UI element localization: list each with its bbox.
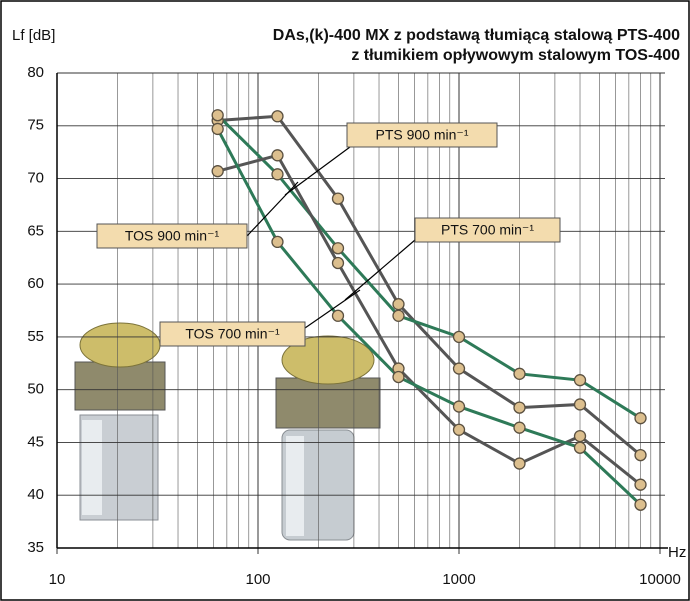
callout-box	[96, 223, 248, 249]
marker	[211, 109, 224, 122]
y-tick-label: 60	[27, 275, 44, 292]
marker	[271, 149, 284, 162]
marker	[211, 165, 224, 178]
marker	[452, 362, 466, 375]
marker	[634, 498, 647, 511]
series-line	[217, 114, 642, 457]
marker	[211, 122, 224, 136]
x-axis-label: Hz	[668, 544, 686, 561]
x-tick-label: 100	[245, 571, 270, 588]
marker	[573, 441, 587, 454]
legend-label: PTS 700 min⁻¹	[441, 222, 534, 238]
marker	[513, 367, 526, 380]
callout-box	[346, 122, 498, 148]
legend-label: TOS 700 min⁻¹	[185, 326, 280, 342]
callout-leader	[246, 181, 299, 237]
marker	[452, 400, 466, 413]
marker	[634, 412, 647, 425]
marker	[331, 256, 345, 270]
y-tick-label: 80	[27, 64, 44, 81]
marker	[392, 298, 405, 311]
marker	[331, 192, 345, 205]
marker	[573, 429, 587, 443]
y-tick-label: 65	[27, 222, 44, 239]
marker	[271, 235, 284, 249]
photos	[74, 322, 381, 541]
marker	[271, 110, 284, 123]
callout-box	[414, 217, 561, 243]
marker	[392, 370, 405, 384]
legend-label: TOS 900 min⁻¹	[125, 228, 220, 244]
marker	[392, 309, 405, 322]
y-tick-label: 35	[27, 539, 44, 556]
y-tick-label: 55	[27, 328, 44, 345]
callout-leader	[284, 146, 351, 196]
y-tick-label: 70	[27, 170, 44, 187]
callout-leader	[304, 289, 361, 329]
chart-title: DAs,(k)-400 MX z podstawą tłumiącą stalo…	[273, 27, 680, 44]
x-tick-label: 1000	[442, 571, 475, 588]
marker	[573, 374, 587, 387]
callout-box	[159, 321, 306, 347]
series-line	[216, 128, 642, 506]
legend-label: PTS 900 min⁻¹	[376, 127, 469, 143]
y-tick-label: 40	[27, 486, 44, 503]
x-tick-label: 10000	[639, 571, 681, 588]
marker	[513, 401, 526, 414]
marker	[573, 398, 587, 411]
marker	[513, 421, 526, 434]
series-line	[216, 114, 642, 420]
y-axis-label: Lf [dB]	[12, 27, 55, 44]
marker	[634, 478, 647, 491]
marker	[452, 330, 466, 344]
x-tick-label: 10	[49, 571, 66, 588]
marker	[331, 242, 345, 255]
series-line	[217, 153, 642, 486]
marker	[271, 168, 284, 181]
callout-leader	[344, 239, 416, 301]
y-tick-label: 50	[27, 381, 44, 398]
marker	[513, 457, 526, 470]
chart-title: z tłumikiem opływowym stalowym TOS-400	[351, 47, 680, 64]
y-tick-label: 45	[27, 433, 44, 450]
marker	[331, 309, 345, 322]
marker	[452, 423, 466, 436]
y-tick-label: 75	[27, 117, 44, 134]
marker	[634, 448, 647, 462]
